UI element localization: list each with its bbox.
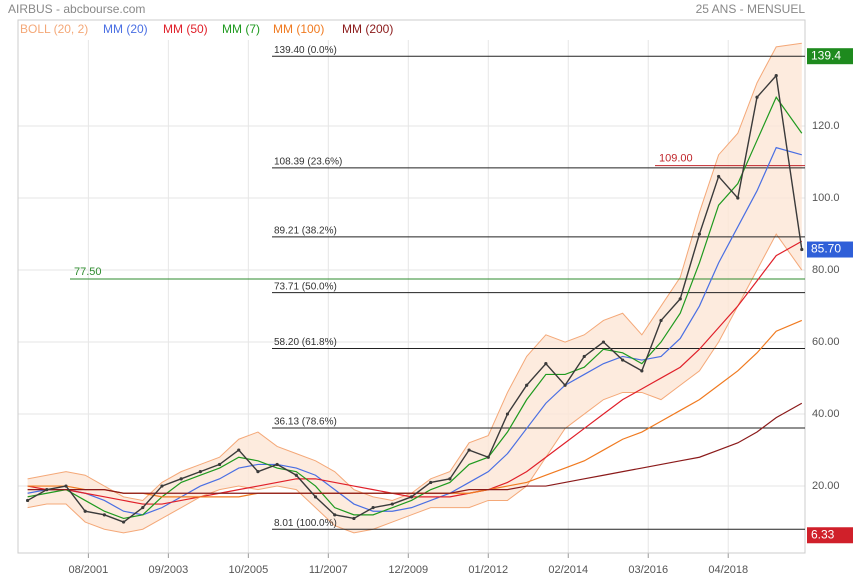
x-tick-label: 08/2001 (68, 564, 108, 576)
price-point (736, 196, 740, 200)
price-point (256, 470, 260, 474)
price-point (678, 297, 682, 301)
price-point (179, 477, 183, 481)
price-point (640, 369, 644, 373)
price-point (25, 498, 30, 503)
legend-entry: MM (20) (103, 22, 148, 36)
band-lower (27, 233, 803, 534)
price-point (717, 174, 721, 179)
price-point (237, 448, 241, 452)
price-point (525, 383, 529, 387)
price-point (800, 247, 804, 252)
price-point (160, 484, 164, 488)
plot-frame (17, 19, 806, 554)
price-point (371, 506, 375, 510)
price-point (659, 318, 663, 323)
price-point (352, 516, 356, 521)
price-point (448, 477, 452, 481)
price-point (582, 354, 586, 359)
price-point (409, 495, 414, 499)
fibonacci-label: 108.39 (23.6%) (274, 156, 342, 167)
chart-subtitle: 25 ANS - MENSUEL (696, 2, 806, 16)
price-tag-label: 6.33 (811, 527, 835, 541)
price-point (333, 513, 337, 517)
price-tag-label: 139.4 (811, 48, 841, 62)
moving-average (27, 96, 803, 520)
price-point (486, 455, 490, 459)
chart-title: AIRBUS - abcbourse.com (8, 2, 145, 16)
x-tick-label: 11/2007 (309, 564, 348, 576)
y-tick-label: 40.00 (812, 408, 840, 420)
price-point (544, 362, 548, 366)
price-point (563, 383, 567, 387)
fibonacci-label: 58.20 (61.8%) (274, 337, 337, 348)
legend-entry: MM (50) (163, 22, 208, 36)
price-point (621, 358, 625, 362)
level-label: 77.50 (74, 266, 102, 278)
y-tick-label: 20.00 (812, 480, 840, 492)
legend-entry: BOLL (20, 2) (20, 22, 88, 36)
price-point (217, 462, 222, 467)
price-tag (807, 241, 853, 258)
y-tick-label: 120.0 (812, 120, 840, 132)
price-point (429, 480, 433, 485)
price-point (102, 513, 106, 517)
level-label: 109.00 (659, 153, 693, 165)
price-point (294, 473, 298, 477)
legend-entry: MM (100) (273, 22, 324, 36)
x-tick-label: 02/2014 (548, 564, 588, 576)
price-point (774, 74, 778, 78)
price-point (45, 488, 49, 492)
price-point (755, 95, 759, 99)
legend-entry: MM (7) (222, 22, 260, 36)
x-tick-label: 04/2018 (708, 564, 748, 576)
y-tick-label: 100.0 (812, 192, 840, 204)
fibonacci-label: 89.21 (38.2%) (274, 226, 337, 237)
price-point (198, 470, 202, 474)
price-point (601, 340, 606, 344)
fibonacci-label: 73.71 (50.0%) (274, 281, 337, 292)
x-tick-label: 03/2016 (628, 564, 668, 576)
price-tag (807, 527, 853, 544)
x-tick-label: 01/2012 (468, 564, 508, 576)
price-point (64, 484, 68, 488)
y-tick-label: 80.00 (812, 264, 840, 276)
price-point (121, 520, 126, 524)
price-point (141, 506, 145, 510)
fibonacci-label: 139.40 (0.0%) (274, 45, 337, 56)
x-tick-label: 10/2005 (228, 564, 268, 576)
fibonacci-label: 8.01 (100.0%) (274, 518, 337, 529)
y-tick-label: 60.00 (812, 336, 840, 348)
price-tag-label: 85.70 (811, 242, 841, 256)
price-point (467, 448, 471, 452)
legend-entry: MM (200) (342, 22, 393, 36)
x-tick-label: 12/2009 (388, 564, 428, 576)
price-point (697, 232, 702, 236)
x-tick-label: 09/2003 (148, 564, 188, 576)
price-point (275, 462, 279, 467)
price-point (390, 502, 394, 506)
price-tag (807, 48, 853, 65)
price-point (83, 509, 87, 513)
price-point (505, 412, 510, 416)
fibonacci-label: 36.13 (78.6%) (274, 417, 337, 428)
price-point (313, 495, 318, 499)
moving-average (27, 146, 802, 516)
